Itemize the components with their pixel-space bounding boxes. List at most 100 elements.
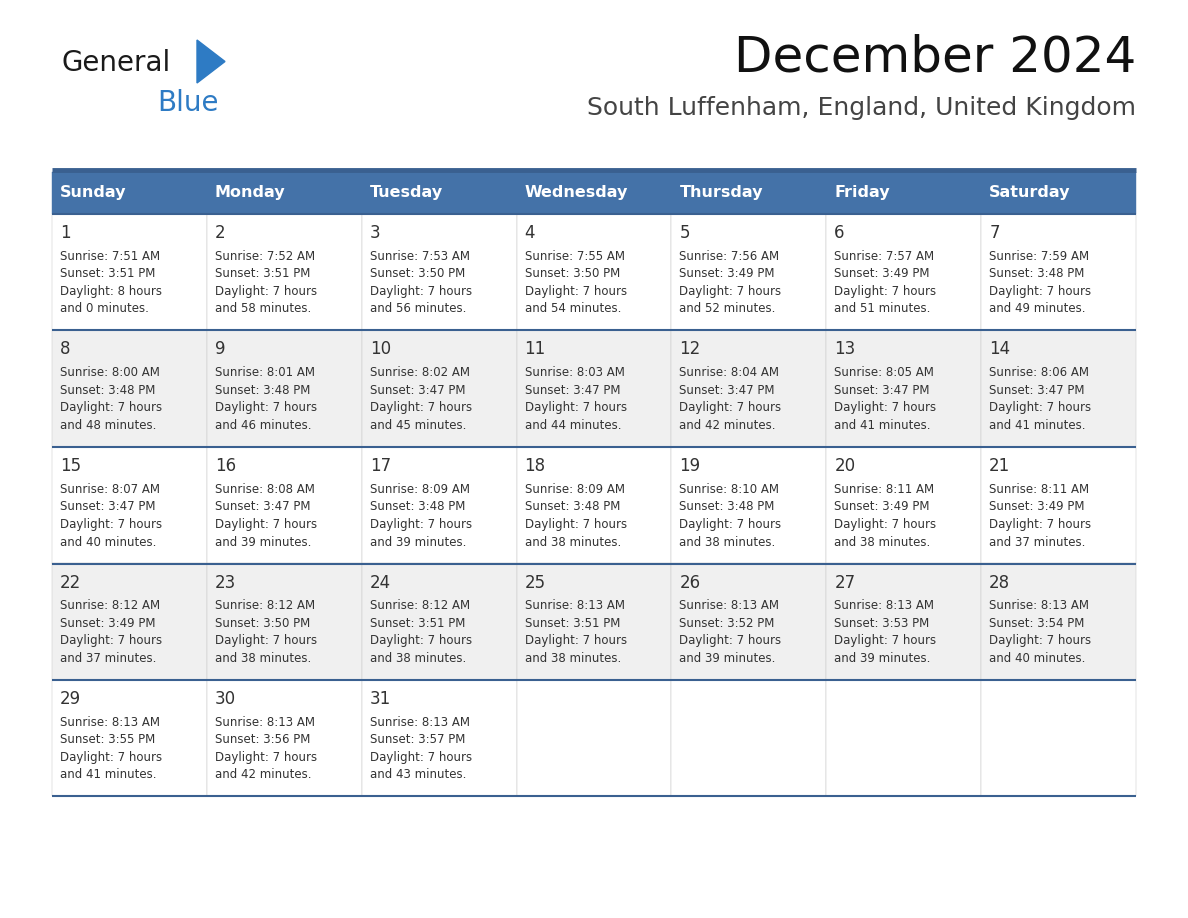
Text: Daylight: 7 hours: Daylight: 7 hours	[990, 401, 1092, 415]
Bar	[981, 447, 1136, 564]
Bar	[52, 330, 207, 447]
Text: Wednesday: Wednesday	[525, 185, 628, 200]
Bar	[361, 330, 517, 447]
Text: General: General	[62, 49, 171, 77]
Text: and 40 minutes.: and 40 minutes.	[61, 535, 157, 548]
Text: South Luffenham, England, United Kingdom: South Luffenham, England, United Kingdom	[587, 96, 1136, 120]
Text: and 41 minutes.: and 41 minutes.	[990, 419, 1086, 432]
Text: 27: 27	[834, 574, 855, 591]
Text: Sunrise: 8:13 AM: Sunrise: 8:13 AM	[215, 716, 315, 729]
Bar	[52, 680, 207, 797]
Text: 17: 17	[369, 457, 391, 475]
Text: Sunset: 3:48 PM: Sunset: 3:48 PM	[369, 500, 465, 513]
Text: and 54 minutes.: and 54 minutes.	[525, 303, 621, 316]
Text: Sunrise: 8:12 AM: Sunrise: 8:12 AM	[215, 599, 315, 612]
Text: Sunrise: 8:09 AM: Sunrise: 8:09 AM	[525, 483, 625, 496]
Text: Sunrise: 7:59 AM: Sunrise: 7:59 AM	[990, 250, 1089, 263]
Text: and 48 minutes.: and 48 minutes.	[61, 419, 157, 432]
Text: and 43 minutes.: and 43 minutes.	[369, 768, 466, 781]
Text: Sunrise: 7:57 AM: Sunrise: 7:57 AM	[834, 250, 935, 263]
Text: 3: 3	[369, 224, 380, 242]
Text: Sunrise: 8:09 AM: Sunrise: 8:09 AM	[369, 483, 469, 496]
Text: Sunset: 3:55 PM: Sunset: 3:55 PM	[61, 733, 156, 746]
Bar	[517, 680, 671, 797]
Bar	[827, 172, 981, 214]
Text: 26: 26	[680, 574, 701, 591]
Text: 8: 8	[61, 341, 70, 359]
Text: and 39 minutes.: and 39 minutes.	[369, 535, 466, 548]
Text: and 38 minutes.: and 38 minutes.	[834, 535, 930, 548]
Bar	[361, 447, 517, 564]
Bar	[207, 330, 361, 447]
Text: Daylight: 7 hours: Daylight: 7 hours	[215, 285, 317, 298]
Text: 12: 12	[680, 341, 701, 359]
Text: and 41 minutes.: and 41 minutes.	[61, 768, 157, 781]
Text: 15: 15	[61, 457, 81, 475]
Bar	[671, 330, 827, 447]
Bar	[671, 564, 827, 680]
Text: Blue: Blue	[157, 89, 219, 117]
Bar	[52, 447, 207, 564]
Text: Sunset: 3:51 PM: Sunset: 3:51 PM	[369, 617, 465, 630]
Bar	[827, 214, 981, 330]
Text: Daylight: 7 hours: Daylight: 7 hours	[215, 634, 317, 647]
Text: Sunset: 3:51 PM: Sunset: 3:51 PM	[61, 267, 156, 281]
Bar	[981, 172, 1136, 214]
Text: and 38 minutes.: and 38 minutes.	[215, 652, 311, 665]
Bar	[207, 564, 361, 680]
Text: Daylight: 7 hours: Daylight: 7 hours	[369, 634, 472, 647]
Text: 25: 25	[525, 574, 545, 591]
Text: Sunset: 3:49 PM: Sunset: 3:49 PM	[834, 500, 930, 513]
Text: Sunrise: 8:02 AM: Sunrise: 8:02 AM	[369, 366, 469, 379]
Text: and 52 minutes.: and 52 minutes.	[680, 303, 776, 316]
Text: Sunday: Sunday	[61, 185, 126, 200]
Bar	[517, 447, 671, 564]
Text: Daylight: 7 hours: Daylight: 7 hours	[525, 401, 627, 415]
Text: and 42 minutes.: and 42 minutes.	[215, 768, 311, 781]
Bar	[671, 172, 827, 214]
Text: Sunset: 3:48 PM: Sunset: 3:48 PM	[990, 267, 1085, 281]
Text: Daylight: 7 hours: Daylight: 7 hours	[525, 518, 627, 531]
Text: 14: 14	[990, 341, 1010, 359]
Text: 2: 2	[215, 224, 226, 242]
Text: 7: 7	[990, 224, 999, 242]
Text: 18: 18	[525, 457, 545, 475]
Bar	[671, 680, 827, 797]
Text: Daylight: 7 hours: Daylight: 7 hours	[215, 401, 317, 415]
Text: Sunset: 3:56 PM: Sunset: 3:56 PM	[215, 733, 310, 746]
Text: 16: 16	[215, 457, 236, 475]
Text: Sunrise: 8:13 AM: Sunrise: 8:13 AM	[61, 716, 160, 729]
Text: Sunrise: 8:13 AM: Sunrise: 8:13 AM	[990, 599, 1089, 612]
Text: Sunset: 3:49 PM: Sunset: 3:49 PM	[61, 617, 156, 630]
Bar	[517, 214, 671, 330]
Text: 29: 29	[61, 690, 81, 708]
Text: and 38 minutes.: and 38 minutes.	[525, 652, 621, 665]
Text: Sunrise: 8:03 AM: Sunrise: 8:03 AM	[525, 366, 625, 379]
Text: Thursday: Thursday	[680, 185, 763, 200]
Text: Sunset: 3:50 PM: Sunset: 3:50 PM	[369, 267, 465, 281]
Text: 24: 24	[369, 574, 391, 591]
Text: Daylight: 7 hours: Daylight: 7 hours	[61, 518, 162, 531]
Bar	[671, 214, 827, 330]
Text: Daylight: 7 hours: Daylight: 7 hours	[834, 634, 936, 647]
Text: and 39 minutes.: and 39 minutes.	[680, 652, 776, 665]
Text: Sunrise: 8:00 AM: Sunrise: 8:00 AM	[61, 366, 160, 379]
Bar	[361, 680, 517, 797]
Text: Friday: Friday	[834, 185, 890, 200]
Text: and 58 minutes.: and 58 minutes.	[215, 303, 311, 316]
Text: 5: 5	[680, 224, 690, 242]
Text: Sunrise: 8:07 AM: Sunrise: 8:07 AM	[61, 483, 160, 496]
Text: Sunset: 3:48 PM: Sunset: 3:48 PM	[680, 500, 775, 513]
Text: and 42 minutes.: and 42 minutes.	[680, 419, 776, 432]
Text: Sunrise: 8:11 AM: Sunrise: 8:11 AM	[834, 483, 935, 496]
Text: Daylight: 7 hours: Daylight: 7 hours	[990, 518, 1092, 531]
Text: Sunrise: 8:04 AM: Sunrise: 8:04 AM	[680, 366, 779, 379]
Text: and 41 minutes.: and 41 minutes.	[834, 419, 930, 432]
Text: and 39 minutes.: and 39 minutes.	[834, 652, 930, 665]
Text: Daylight: 7 hours: Daylight: 7 hours	[834, 518, 936, 531]
Text: Sunset: 3:52 PM: Sunset: 3:52 PM	[680, 617, 775, 630]
Text: 13: 13	[834, 341, 855, 359]
Text: Sunrise: 8:10 AM: Sunrise: 8:10 AM	[680, 483, 779, 496]
Bar	[827, 447, 981, 564]
Text: Sunrise: 8:08 AM: Sunrise: 8:08 AM	[215, 483, 315, 496]
